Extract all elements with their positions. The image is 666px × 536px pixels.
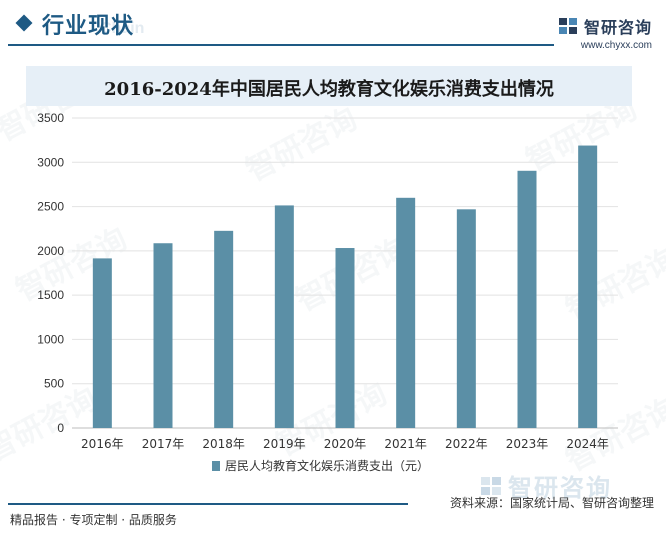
legend-swatch [212,461,220,471]
bar [456,209,476,428]
bar [517,170,537,428]
y-tick-label: 1500 [37,288,64,302]
bar [578,145,598,428]
y-tick-label: 3500 [37,111,64,125]
x-tick-label: 2022年 [445,437,488,451]
y-tick-label: 2000 [37,244,64,258]
x-tick-label: 2018年 [202,437,245,451]
brand-logo-icon [558,18,577,34]
y-tick-label: 3000 [37,155,64,169]
brand-block: 智研咨询 www.chyxx.com [558,14,652,51]
y-axis-ticks: 0 500 1000 1500 2000 2500 3000 3500 [37,111,64,435]
chart-title: 2016-2024年中国居民人均教育文化娱乐消费支出情况 [104,79,554,100]
x-tick-label: 2019年 [263,437,306,451]
legend-label: 居民人均教育文化娱乐消费支出（元） [225,458,429,473]
footer-brand-logo-icon [481,476,501,495]
source-note: 资料来源：国家统计局、智研咨询整理 [449,496,654,510]
x-tick-label: 2023年 [506,437,549,451]
x-tick-label: 2020年 [324,437,367,451]
bar [396,197,416,428]
bar [274,205,294,428]
bar [214,230,234,428]
x-tick-label: 2024年 [566,437,609,451]
footer-brand-name: 智研咨询 [508,474,612,502]
bar [92,258,112,428]
bar [153,243,173,428]
footer-brand: 智研咨询 [480,468,612,503]
x-axis-ticks: 2016年 2017年 2018年 2019年 2020年 2021年 2022年 2023年… [81,437,609,451]
header-divider [8,44,554,46]
section-title: 行业现状 [42,14,135,39]
x-tick-label: 2016年 [81,437,124,451]
bars [92,145,598,428]
y-tick-label: 500 [44,377,64,391]
section-subtitle: Chain [100,20,145,37]
page-header: Chain 行业现状 智研咨询 www.chyxx.com [0,0,666,51]
y-tick-label: 1000 [37,332,64,346]
brand-name: 智研咨询 [583,18,652,37]
footer-tagline: 精品报告 · 专项定制 · 品质服务 [10,513,177,527]
bar [335,248,355,428]
x-tick-label: 2021年 [384,437,427,451]
legend: 居民人均教育文化娱乐消费支出（元） [212,458,429,473]
footer-divider [8,503,408,505]
y-tick-label: 2500 [37,200,64,214]
y-tick-label: 0 [57,421,64,435]
chart-title-band: 2016-2024年中国居民人均教育文化娱乐消费支出情况 [26,66,632,106]
x-tick-label: 2017年 [142,437,185,451]
brand-url: www.chyxx.com [580,40,652,51]
